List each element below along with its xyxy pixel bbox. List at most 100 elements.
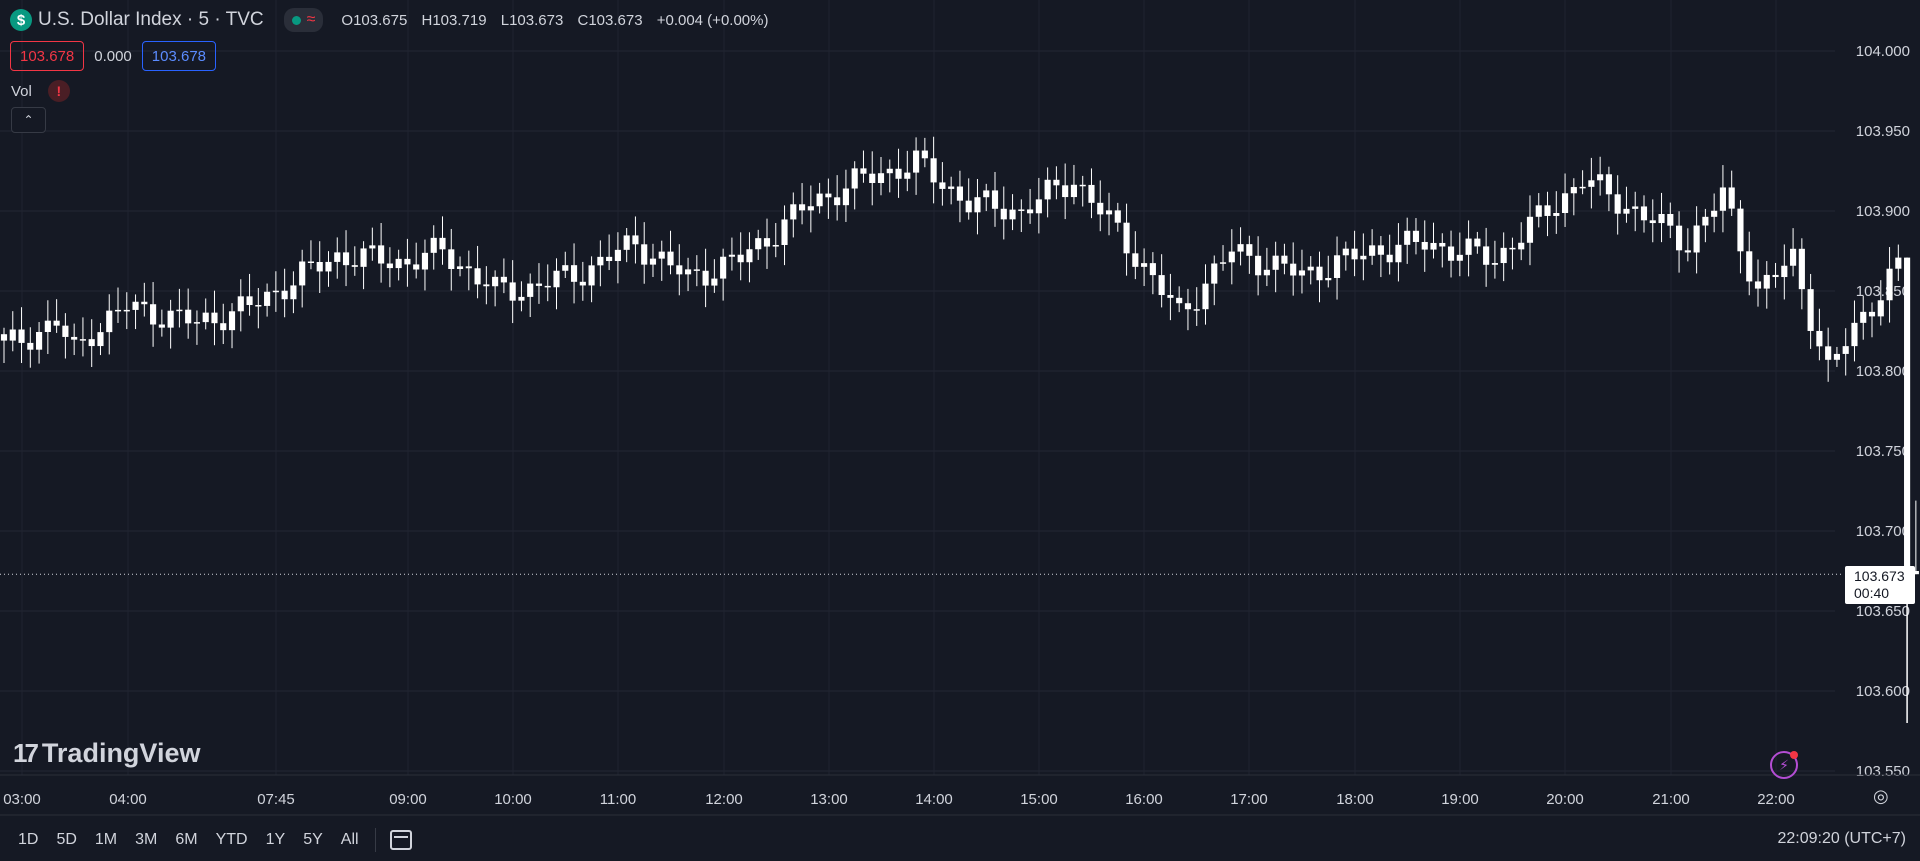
candle-body	[1386, 254, 1393, 263]
range-1y-button[interactable]: 1Y	[265, 831, 286, 848]
collapse-legend-button[interactable]: ⌃	[11, 107, 46, 133]
candle-body	[1325, 277, 1332, 281]
candle-body	[641, 244, 648, 265]
candle-body	[1105, 210, 1113, 215]
candle-body	[1298, 270, 1306, 276]
spread-value: 0.000	[94, 47, 132, 65]
candle-body	[167, 310, 174, 328]
candle-body	[255, 305, 262, 307]
range-3m-button[interactable]: 3M	[135, 831, 158, 848]
candle-body	[1763, 274, 1770, 289]
candle-body	[1447, 246, 1455, 261]
candle-body	[1123, 222, 1130, 254]
candle-body	[562, 265, 569, 271]
open-label: O	[341, 11, 354, 29]
change-value: +0.004 (+0.00%)	[656, 11, 769, 29]
dollar-symbol-icon: $	[10, 9, 32, 31]
market-status-pill[interactable]: ≈	[283, 8, 324, 32]
candle-body	[588, 265, 595, 286]
y-tick-label: 104.000	[1856, 43, 1910, 60]
candle-body	[606, 256, 613, 262]
candle-body	[421, 252, 429, 270]
last-price-tag: 103.673 00:40	[1845, 566, 1915, 604]
candle-body	[1193, 309, 1200, 311]
candle-body	[1825, 346, 1832, 360]
candle-body	[1263, 269, 1270, 276]
candle-body	[877, 173, 885, 183]
range-5d-button[interactable]: 5D	[56, 831, 77, 848]
market-open-icon	[291, 15, 301, 25]
candle-body	[141, 301, 148, 305]
candle-body	[1474, 238, 1481, 247]
x-tick-label: 09:00	[389, 791, 427, 808]
candle-body	[1851, 322, 1858, 347]
tradingview-logo[interactable]: 17 TradingView	[13, 738, 200, 769]
tradingview-wordmark: TradingView	[41, 738, 201, 768]
x-tick-label: 10:00	[494, 791, 532, 808]
x-tick-label: 12:00	[705, 791, 743, 808]
y-tick-label: 103.850	[1856, 283, 1910, 300]
candle-body	[448, 249, 455, 269]
y-tick-label: 103.800	[1856, 363, 1910, 380]
candle-body	[1333, 255, 1341, 278]
volume-indicator[interactable]: Vol !	[11, 80, 70, 102]
candle-body	[746, 249, 753, 263]
sell-price-button[interactable]: 103.678	[10, 41, 85, 71]
candle-body	[1702, 216, 1709, 226]
range-5y-button[interactable]: 5Y	[303, 831, 323, 848]
candle-body	[1062, 185, 1069, 198]
candle-body	[913, 150, 920, 173]
ohlc-values: O103.675 H103.719 L103.673 C103.673 +0.0…	[341, 12, 778, 29]
candle-body	[816, 193, 823, 207]
candle-body	[1430, 242, 1437, 250]
candle-body	[1790, 248, 1797, 266]
range-1m-button[interactable]: 1M	[94, 831, 118, 848]
candle-body	[0, 334, 8, 341]
candle-body	[1053, 179, 1060, 186]
candle-body	[1404, 230, 1411, 245]
candle-body	[1018, 209, 1025, 211]
candle-body	[193, 322, 201, 324]
candle-body	[790, 204, 797, 220]
candle-body	[9, 329, 16, 341]
warning-icon[interactable]: !	[47, 80, 70, 102]
candle-body	[1307, 266, 1314, 271]
candle-body	[851, 168, 858, 189]
range-all-button[interactable]: All	[340, 831, 359, 848]
candle-body	[1035, 199, 1042, 214]
candle-body	[36, 331, 43, 350]
clock-timezone[interactable]: 22:09:20 (UTC+7)	[1777, 830, 1906, 847]
high-label: H	[421, 11, 433, 29]
symbol-title[interactable]: U.S. Dollar Index · 5 · TVC	[38, 9, 264, 30]
x-tick-label: 07:45	[257, 791, 295, 808]
candle-body	[1658, 213, 1665, 224]
candle-body	[834, 197, 841, 206]
candle-body	[1167, 295, 1174, 298]
volume-label: Vol	[11, 82, 32, 100]
range-1d-button[interactable]: 1D	[18, 831, 39, 848]
range-ytd-button[interactable]: YTD	[215, 831, 248, 848]
low-value: 103.673	[509, 11, 564, 29]
range-6m-button[interactable]: 6M	[175, 831, 198, 848]
chart-settings-icon[interactable]: ◎	[1873, 786, 1889, 806]
candle-body	[439, 237, 446, 250]
candle-body	[781, 219, 788, 245]
candle-body	[1465, 238, 1472, 255]
buy-price-button[interactable]: 103.678	[141, 41, 217, 71]
candle-body	[772, 244, 779, 247]
candle-body	[658, 251, 665, 259]
candle-body	[544, 285, 551, 288]
candle-body	[1395, 244, 1402, 263]
candle-body	[1605, 174, 1612, 195]
lightning-icon[interactable]: ⚡	[1770, 751, 1798, 779]
candle-body	[518, 296, 525, 301]
candle-body	[360, 248, 367, 267]
last-candle-body	[1912, 571, 1919, 575]
candle-body	[456, 266, 464, 269]
y-tick-label: 103.700	[1856, 523, 1910, 540]
candle-body	[535, 283, 543, 286]
candle-body	[1439, 242, 1446, 247]
candle-body	[1772, 274, 1779, 278]
calendar-icon[interactable]	[389, 830, 412, 850]
